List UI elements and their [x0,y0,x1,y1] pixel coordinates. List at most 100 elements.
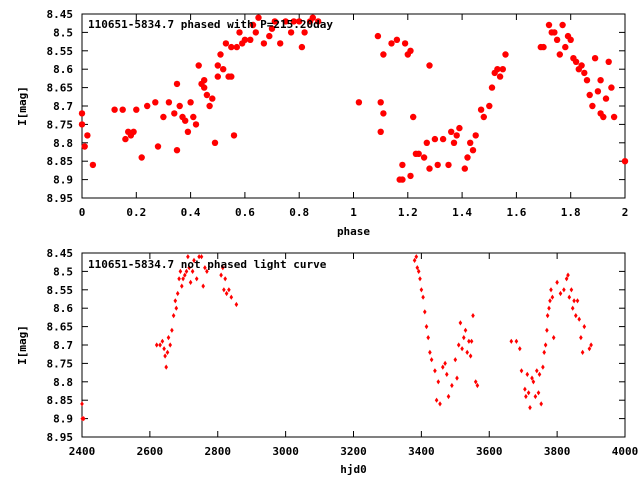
phased-point [222,40,230,47]
unphased-point [523,386,527,392]
unphased-point [541,364,545,370]
phased-point [173,147,181,154]
unphased-point [525,371,530,377]
phased-point [84,132,91,139]
phased-point [111,106,118,113]
phased-point [393,36,401,43]
y-tick-label: 8.8 [53,376,73,389]
unphased-point [518,346,522,352]
unphased-point [465,349,469,355]
phased-point [290,18,297,25]
unphased-point [436,379,441,385]
phased-point [252,29,259,36]
y-tick-label: 8.7 [53,100,73,113]
phased-point [89,161,97,169]
phased-point [597,77,604,84]
unphased-point [168,342,172,348]
unphased-point [579,335,583,341]
y-tick-label: 8.8 [53,137,73,150]
x-tick-label: 1.2 [398,206,418,219]
x-tick-label: 2 [622,206,629,219]
x-tick-label: 0.8 [289,206,309,219]
y-tick-label: 8.9 [53,174,73,187]
unphased-point [163,353,167,359]
unphased-point [453,357,458,363]
phased-point [217,51,224,58]
phased-point [211,139,219,146]
unphased-point [183,272,187,278]
unphased-point [418,276,422,282]
phased-point [268,25,276,32]
unphased-point [201,283,205,289]
x-tick-label: 1.6 [506,206,526,219]
y-tick-label: 8.9 [53,413,73,426]
phased-point [562,43,569,51]
phased-point [420,154,428,161]
phased-point [559,21,566,29]
phased-point [578,62,585,69]
unphased-point [543,342,548,348]
phased-point [201,84,208,91]
phased-point [228,73,235,80]
phased-point [415,150,422,157]
unphased-point [421,294,425,300]
unphased-point [158,342,162,348]
x-axis-label: phase [337,225,370,238]
phased-point [192,121,200,128]
phased-point [377,128,384,135]
unphased-point [164,364,168,370]
x-tick-label: 0 [79,206,86,219]
phased-point [209,95,216,102]
phased-point [610,113,618,121]
unphased-point [188,279,193,285]
phased-point [173,80,181,88]
unphased-point [455,375,459,381]
unphased-point [462,335,466,341]
unphased-point [545,313,550,319]
phased-point [434,161,441,169]
unphased-point [170,327,174,333]
phased-point [540,43,547,51]
unphased-point [458,320,463,326]
phased-point [380,110,387,117]
unphased-point [165,349,170,355]
unphased-point [221,265,225,271]
phased-point [456,124,463,132]
phased-point [214,73,221,80]
unphased-point [530,375,534,381]
x-tick-label: 3400 [408,445,435,458]
unphased-point [471,313,475,319]
x-tick-label: 0.6 [235,206,255,219]
y-tick-label: 8.55 [47,45,74,58]
phased-point [423,139,430,146]
unphased-point [186,254,190,260]
unphased-point [194,276,199,282]
unphased-point [569,287,574,293]
unphased-point [558,290,563,297]
unphased-point [542,349,546,355]
phased-point [176,102,183,110]
phased-point [581,69,588,77]
phased-point [195,62,202,69]
y-tick-label: 8.75 [47,357,74,370]
phased-point [545,21,553,29]
phased-point [228,43,235,51]
phased-point [236,29,243,36]
unphased-point [575,298,580,304]
unphased-point [81,416,86,422]
phased-point [301,29,308,36]
unphased-point [184,268,189,274]
phased-point [431,135,439,143]
phased-point [480,113,487,121]
x-tick-label: 3000 [272,445,299,458]
phased-point [464,154,471,161]
unphased-point [414,254,419,260]
phased-point [469,147,477,154]
unphased-light-curve-panel: 2400 2600 2800 3000 3200 3400 3600 3800 4000 8.45… [16,247,638,476]
phased-point [567,36,574,43]
unphased-point [203,265,207,271]
y-tick-label: 8.5 [53,265,73,278]
unphased-point [80,401,84,407]
x-tick-label: 0.4 [181,206,201,219]
phased-point [553,36,561,43]
